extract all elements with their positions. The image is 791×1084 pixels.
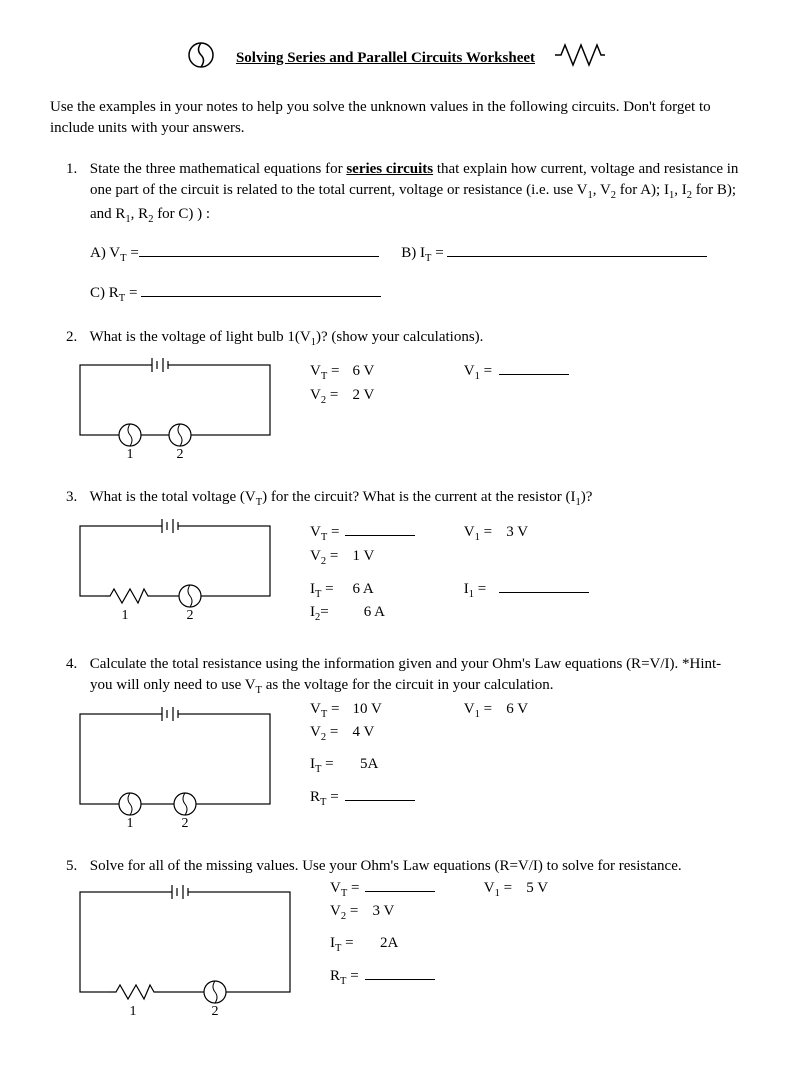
q5-values: VT = V1 = 5 V V2 = 3 V IT = 2A RT = bbox=[330, 877, 741, 998]
question-1: 1. State the three mathematical equation… bbox=[50, 159, 741, 307]
svg-text:2: 2 bbox=[212, 1004, 219, 1017]
blank-input[interactable] bbox=[141, 282, 381, 297]
q3-text: What is the total voltage (VT) for the c… bbox=[89, 489, 592, 505]
q2-text: What is the voltage of light bulb 1(V1)?… bbox=[89, 329, 483, 345]
blank-input[interactable] bbox=[365, 965, 435, 980]
blank-input[interactable] bbox=[447, 242, 707, 257]
q3-values: VT = V1 = 3 V V2 = 1 V IT = 6 A I1 = I2=… bbox=[310, 511, 741, 634]
svg-text:2: 2 bbox=[187, 608, 194, 621]
q5-text: Solve for all of the missing values. Use… bbox=[90, 858, 682, 874]
circuit-diagram-3: 1 2 bbox=[70, 511, 280, 628]
svg-text:2: 2 bbox=[177, 447, 184, 460]
q2-values: VT = 6 V V1 = V2 = 2 V bbox=[310, 350, 741, 416]
svg-text:1: 1 bbox=[130, 1004, 137, 1017]
circuit-diagram-4: 1 2 bbox=[70, 699, 280, 836]
q1-answer-a: A) VT = B) IT = bbox=[90, 242, 741, 267]
blank-input[interactable] bbox=[499, 578, 589, 593]
circuit-diagram-5: 1 2 bbox=[70, 877, 300, 1024]
svg-text:1: 1 bbox=[122, 608, 129, 621]
page-header: Solving Series and Parallel Circuits Wor… bbox=[50, 40, 741, 77]
q4-number: 4. bbox=[66, 654, 86, 675]
q5-number: 5. bbox=[66, 856, 86, 877]
circuit-diagram-2: 1 2 bbox=[70, 350, 280, 467]
question-4: 4. Calculate the total resistance using … bbox=[50, 654, 741, 836]
question-5: 5. Solve for all of the missing values. … bbox=[50, 856, 741, 1024]
blank-input[interactable] bbox=[345, 786, 415, 801]
q3-number: 3. bbox=[66, 487, 86, 508]
svg-text:2: 2 bbox=[182, 816, 189, 829]
question-2: 2. What is the voltage of light bulb 1(V… bbox=[50, 327, 741, 468]
blank-input[interactable] bbox=[365, 877, 435, 892]
q1-number: 1. bbox=[66, 159, 86, 180]
q4-text: Calculate the total resistance using the… bbox=[90, 656, 721, 693]
blank-input[interactable] bbox=[499, 360, 569, 375]
q4-values: VT = 10 V V1 = 6 V V2 = 4 V IT = 5A RT = bbox=[310, 699, 741, 819]
question-3: 3. What is the total voltage (VT) for th… bbox=[50, 487, 741, 633]
bulb-icon bbox=[186, 40, 216, 77]
q1-answer-c: C) RT = bbox=[90, 282, 741, 307]
svg-text:1: 1 bbox=[127, 447, 134, 460]
blank-input[interactable] bbox=[345, 521, 415, 536]
blank-input[interactable] bbox=[139, 242, 379, 257]
svg-text:1: 1 bbox=[127, 816, 134, 829]
intro-text: Use the examples in your notes to help y… bbox=[50, 97, 741, 139]
page-title: Solving Series and Parallel Circuits Wor… bbox=[236, 48, 535, 69]
q1-text: State the three mathematical equations f… bbox=[90, 161, 739, 222]
resistor-icon bbox=[555, 40, 605, 77]
q2-number: 2. bbox=[66, 327, 86, 348]
